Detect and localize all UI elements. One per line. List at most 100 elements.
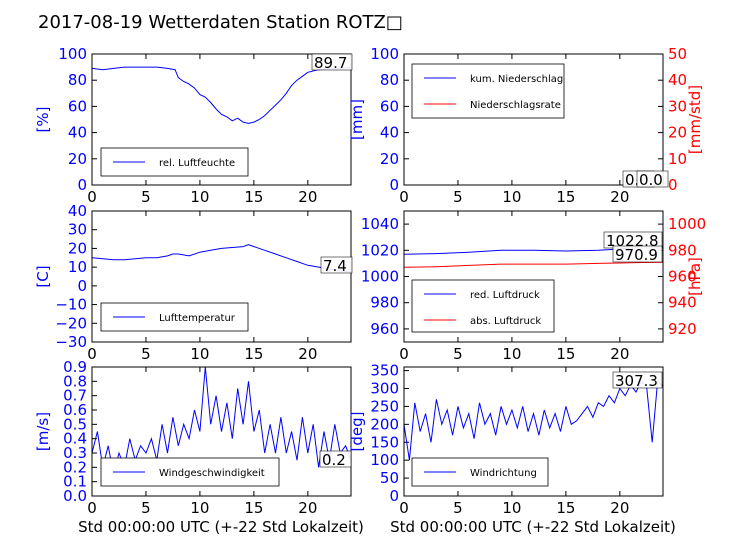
- y-right-tick-label: 50: [668, 45, 687, 63]
- legend-entry: red. Luftdruck: [470, 290, 540, 301]
- chart-panel-6: 0 5 10 15 20050100150200250300350[deg]Windri…: [348, 362, 664, 517]
- y-tick-label: 80: [68, 71, 87, 89]
- x-tick-label: 0: [399, 188, 409, 206]
- legend-box: [411, 63, 565, 119]
- x-tick-label: 10: [502, 345, 521, 363]
- annotation-label: 89.7: [314, 54, 347, 72]
- plot-frame: [403, 210, 664, 343]
- series-line-1: [404, 380, 663, 461]
- x-tick-label: 20: [610, 188, 629, 206]
- legend-entry: Windrichtung: [470, 468, 537, 479]
- y-tick-label: 20: [68, 150, 87, 168]
- x-tick-label: 10: [190, 345, 209, 363]
- plot-frame: [91, 53, 352, 186]
- plot-frame: [91, 210, 352, 343]
- y-tick-label: 100: [370, 45, 399, 63]
- y-tick-label: 350: [370, 362, 399, 380]
- y-tick-label: 10: [68, 258, 87, 276]
- y-axis-label-right: [hPa]: [686, 257, 704, 296]
- annotation-box: [612, 245, 663, 263]
- x-tick-label: 10: [190, 499, 209, 517]
- plot-frame: [403, 366, 664, 497]
- x-tick-label: 5: [453, 499, 463, 517]
- x-tick-label: 15: [244, 188, 263, 206]
- y-right-tick-label: 1000: [668, 215, 706, 233]
- x-axis-label-left: Std 00:00:00 UTC (+-22 Std Lokalzeit): [78, 518, 364, 536]
- annotation-box: [319, 450, 352, 468]
- y-tick-label: 0.3: [63, 444, 87, 462]
- x-tick-label: 0: [87, 188, 97, 206]
- y-tick-label: −30: [55, 333, 87, 351]
- x-tick-label: 10: [502, 499, 521, 517]
- series-line-1: [92, 244, 351, 273]
- y-right-tick-label: 980: [668, 241, 697, 259]
- y-tick-label: 60: [68, 97, 87, 115]
- y-tick-label: 30: [68, 221, 87, 239]
- y-tick-label: 40: [380, 124, 399, 142]
- x-tick-label: 20: [610, 345, 629, 363]
- y-tick-label: 250: [370, 397, 399, 415]
- y-tick-label: 300: [370, 380, 399, 398]
- legend-entry: Lufttemperatur: [159, 313, 236, 324]
- legend-entry: Windgeschwindigkeit: [159, 468, 265, 479]
- chart-panel-4: 0 5 10 15 20 960 980 1000 1020 1040 920 940 960 980 10…: [361, 210, 706, 363]
- y-tick-label: 0.2: [63, 458, 87, 476]
- y-tick-label: 0.0: [63, 487, 87, 505]
- x-tick-label: 20: [298, 188, 317, 206]
- legend-entry: Niederschlagsrate: [470, 100, 561, 111]
- x-axis-label-right: Std 00:00:00 UTC (+-22 Std Lokalzeit): [390, 518, 676, 536]
- y-tick-label: 40: [68, 124, 87, 142]
- x-tick-label: 15: [556, 345, 575, 363]
- y-right-tick-label: 960: [668, 268, 697, 286]
- annotation-box: [636, 170, 669, 188]
- y-tick-label: 960: [370, 320, 399, 338]
- y-tick-label: 0.1: [63, 473, 87, 491]
- x-tick-label: 0: [399, 499, 409, 517]
- y-tick-label: 0: [77, 277, 87, 295]
- chart-panel-1: 0 5 10 15 20 0 20 40 60 80 100 [%] rel. Luftfeuchte 8…: [34, 45, 353, 206]
- y-tick-label: −10: [55, 296, 87, 314]
- y-axis-label: [mm]: [348, 99, 366, 140]
- figure-title: 2017-08-19 Wetterdaten Station ROTZ□: [38, 12, 403, 33]
- y-tick-label: 0.9: [63, 358, 87, 376]
- y-tick-label: 0.5: [63, 415, 87, 433]
- chart-panel-5: 0 5 10 15 200.00.10.20.30.40.50.60.70.80.9[m…: [34, 358, 352, 517]
- y-tick-label: 60: [380, 97, 399, 115]
- annotation-label: 7.4: [323, 257, 347, 275]
- legend-entry: kum. Niederschlag: [470, 74, 563, 85]
- y-axis-label-right: [mm/std]: [686, 85, 704, 154]
- x-tick-label: 0: [87, 499, 97, 517]
- y-tick-label: 0.7: [63, 387, 87, 405]
- x-tick-label: 0: [399, 345, 409, 363]
- x-tick-label: 10: [502, 188, 521, 206]
- x-tick-label: 5: [453, 345, 463, 363]
- y-tick-label: 0: [389, 487, 399, 505]
- x-tick-label: 15: [556, 499, 575, 517]
- annotation-label: 307.3: [615, 372, 658, 390]
- y-right-tick-label: 10: [668, 150, 687, 168]
- y-right-tick-label: 20: [668, 124, 687, 142]
- y-right-tick-label: 40: [668, 71, 687, 89]
- series-line-2: [404, 261, 663, 268]
- y-tick-label: 40: [68, 202, 87, 220]
- annotation-label: 1022.8: [606, 232, 659, 250]
- legend-entry: abs. Luftdruck: [470, 316, 541, 327]
- annotation-label: 0.0: [639, 171, 663, 189]
- x-tick-label: 20: [610, 499, 629, 517]
- chart-panel-2: 0 5 10 15 20 0 20 40 60 80 100 0 10 20 30 40 50 [mm/std] […: [348, 45, 704, 206]
- x-tick-label: 5: [141, 188, 151, 206]
- annotation-box: [612, 371, 663, 389]
- y-right-tick-label: 940: [668, 294, 697, 312]
- y-tick-label: 80: [380, 71, 399, 89]
- y-tick-label: 100: [370, 451, 399, 469]
- y-right-tick-label: 0: [668, 176, 678, 194]
- x-tick-label: 0: [87, 345, 97, 363]
- annotation-box: [320, 256, 353, 274]
- annotation-box: [311, 53, 353, 71]
- chart-panel-3: 0 5 10 15 20−30−20−10010203040[C]Lufttempera…: [34, 202, 353, 363]
- x-tick-label: 5: [453, 188, 463, 206]
- series-line-1: [92, 66, 351, 124]
- y-tick-label: 150: [370, 433, 399, 451]
